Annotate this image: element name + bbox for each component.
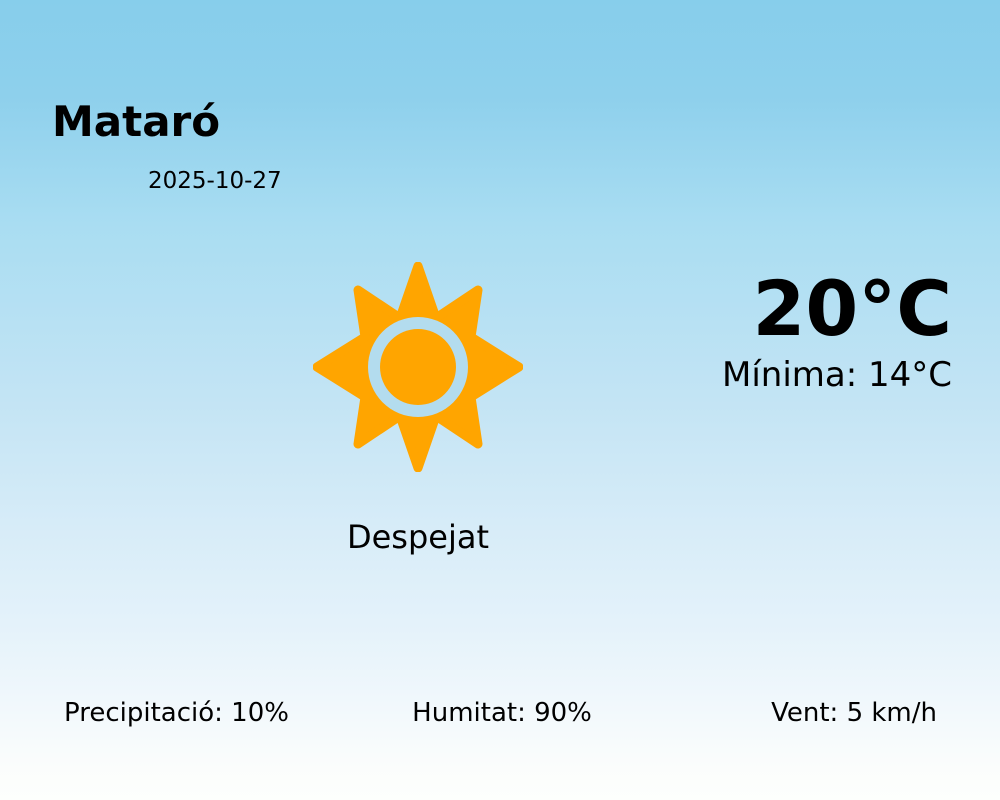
- stat-humidity: Humitat: 90%: [412, 698, 592, 728]
- sun-core: [380, 329, 456, 405]
- stat-precipitation: Precipitació: 10%: [64, 698, 289, 728]
- min-temperature: Mínima: 14°C: [722, 354, 952, 395]
- condition-label: Despejat: [346, 518, 490, 556]
- sun-icon: [313, 262, 523, 472]
- page-title: Mataró: [52, 97, 221, 146]
- temperature-block: 20°C Mínima: 14°C: [722, 270, 952, 393]
- observation-date: 2025-10-27: [148, 168, 282, 194]
- stat-wind: Vent: 5 km/h: [771, 698, 937, 728]
- current-temperature: 20°C: [752, 264, 952, 353]
- condition-text: Despejat: [0, 521, 1000, 553]
- stats-row: Precipitació: 10% Humitat: 90% Vent: 5 k…: [64, 698, 937, 728]
